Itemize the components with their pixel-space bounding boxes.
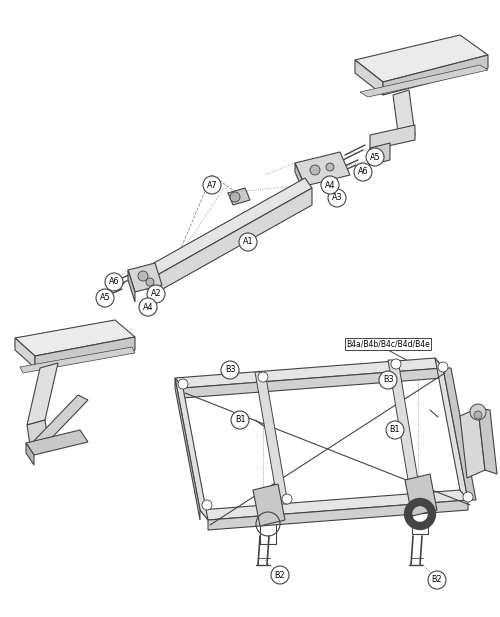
Polygon shape <box>295 163 305 195</box>
Circle shape <box>391 359 401 369</box>
Polygon shape <box>35 337 135 368</box>
Circle shape <box>203 176 221 194</box>
Polygon shape <box>145 178 312 278</box>
Circle shape <box>470 404 486 420</box>
Polygon shape <box>393 90 415 140</box>
Circle shape <box>239 233 257 251</box>
Text: B1: B1 <box>390 426 400 434</box>
Text: B1: B1 <box>235 415 245 424</box>
Text: A4: A4 <box>143 302 153 312</box>
Circle shape <box>221 361 239 379</box>
Text: A5: A5 <box>100 294 110 302</box>
Polygon shape <box>20 347 135 373</box>
Circle shape <box>230 192 240 202</box>
Circle shape <box>96 289 114 307</box>
Circle shape <box>271 566 289 584</box>
Circle shape <box>202 500 212 510</box>
Circle shape <box>428 571 446 589</box>
Polygon shape <box>360 65 488 97</box>
Text: A7: A7 <box>206 181 218 189</box>
Polygon shape <box>388 360 420 492</box>
Polygon shape <box>175 358 443 388</box>
Polygon shape <box>355 60 383 95</box>
Polygon shape <box>228 188 250 205</box>
Polygon shape <box>255 372 288 504</box>
Polygon shape <box>30 395 88 450</box>
Text: B4a/B4b/B4c/B4d/B4e: B4a/B4b/B4c/B4d/B4e <box>346 339 430 349</box>
Circle shape <box>326 163 334 171</box>
Polygon shape <box>460 408 485 478</box>
Polygon shape <box>15 338 35 368</box>
Polygon shape <box>370 143 390 165</box>
Polygon shape <box>370 125 415 150</box>
Circle shape <box>463 492 473 502</box>
Polygon shape <box>435 358 468 500</box>
Circle shape <box>139 298 157 316</box>
Polygon shape <box>443 368 476 500</box>
Polygon shape <box>175 378 208 520</box>
Circle shape <box>258 372 268 382</box>
Polygon shape <box>200 490 468 520</box>
Text: A1: A1 <box>243 238 254 247</box>
Circle shape <box>328 189 346 207</box>
Text: B3: B3 <box>383 376 393 384</box>
Polygon shape <box>26 430 88 455</box>
Circle shape <box>321 176 339 194</box>
Polygon shape <box>145 268 152 295</box>
Text: B2: B2 <box>274 571 285 579</box>
Polygon shape <box>128 270 135 302</box>
Text: B3: B3 <box>225 365 235 375</box>
Circle shape <box>282 494 292 504</box>
Polygon shape <box>128 263 162 292</box>
Circle shape <box>413 482 423 492</box>
Polygon shape <box>253 484 285 526</box>
Circle shape <box>366 148 384 166</box>
Polygon shape <box>208 500 468 530</box>
Text: A3: A3 <box>332 194 342 202</box>
Circle shape <box>438 362 448 372</box>
Polygon shape <box>27 420 48 445</box>
Circle shape <box>146 278 154 286</box>
Circle shape <box>147 285 165 303</box>
Circle shape <box>474 411 482 419</box>
Polygon shape <box>27 363 58 425</box>
Polygon shape <box>295 152 350 186</box>
Circle shape <box>138 271 148 281</box>
Polygon shape <box>175 378 200 520</box>
Polygon shape <box>26 443 34 465</box>
Circle shape <box>379 371 397 389</box>
Text: B2: B2 <box>432 576 442 584</box>
Circle shape <box>178 379 188 389</box>
Circle shape <box>105 273 123 291</box>
Text: A2: A2 <box>150 289 162 299</box>
Polygon shape <box>355 35 488 82</box>
Polygon shape <box>405 474 437 516</box>
Polygon shape <box>478 408 497 474</box>
Text: A6: A6 <box>358 167 368 176</box>
Circle shape <box>231 411 249 429</box>
Text: A4: A4 <box>325 181 335 189</box>
Text: A6: A6 <box>109 278 120 286</box>
Text: A5: A5 <box>370 152 380 162</box>
Circle shape <box>310 165 320 175</box>
Polygon shape <box>152 188 312 295</box>
Polygon shape <box>383 55 488 95</box>
Polygon shape <box>183 368 443 398</box>
Circle shape <box>354 163 372 181</box>
Circle shape <box>386 421 404 439</box>
Polygon shape <box>15 320 135 356</box>
